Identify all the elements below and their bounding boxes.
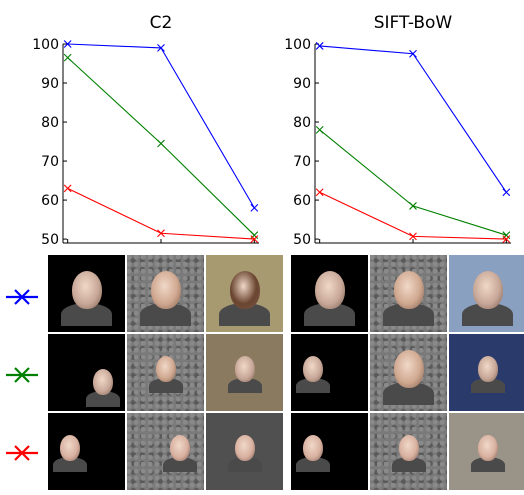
series-line-red — [67, 187, 255, 240]
chart-title: SIFT-BoW — [374, 13, 453, 33]
y-tick-label: 100 — [32, 37, 59, 53]
face-image — [370, 413, 447, 490]
data-point-green — [502, 231, 511, 240]
data-point-green — [250, 231, 259, 240]
legend-marker-red — [6, 445, 38, 461]
y-tick-label: 80 — [41, 115, 59, 131]
y-tick-label: 90 — [293, 76, 311, 92]
data-point-blue — [409, 49, 417, 58]
face-image — [449, 255, 524, 332]
chart-c2: C2 50 60 70 80 90 100 — [32, 13, 259, 248]
series-line-green — [67, 57, 255, 236]
series-line-red — [319, 191, 507, 240]
face-image — [449, 413, 524, 490]
face-image — [291, 334, 368, 411]
data-point-green — [157, 139, 165, 148]
data-point-green — [315, 125, 324, 134]
series-line-green — [319, 129, 507, 236]
y-tick-label: 50 — [293, 232, 311, 248]
data-point-red — [250, 235, 259, 243]
face-image — [370, 334, 447, 411]
chart-title: C2 — [150, 13, 173, 33]
face-image — [206, 334, 283, 411]
data-point-blue — [315, 42, 324, 50]
legend — [6, 289, 38, 461]
y-tick-label: 60 — [41, 193, 59, 209]
y-tick-label: 80 — [293, 115, 311, 131]
face-image — [127, 413, 204, 490]
charts-svg: C2 50 60 70 80 90 100 SIFT-BoW 50 60 70 80 90 100 — [32, 13, 511, 248]
data-point-blue — [157, 44, 165, 52]
y-tick-label: 100 — [284, 37, 311, 53]
chart-sift-bow: SIFT-BoW 50 60 70 80 90 100 — [284, 13, 511, 248]
face-image — [370, 255, 447, 332]
series-line-blue — [67, 43, 255, 209]
face-image — [206, 413, 283, 490]
data-point-red — [315, 188, 324, 197]
face-image — [291, 413, 368, 490]
series-line-blue — [319, 45, 507, 193]
face-image — [48, 255, 125, 332]
data-point-red — [409, 232, 417, 241]
face-image — [127, 255, 204, 332]
legend-marker-green — [6, 367, 38, 383]
face-image — [48, 413, 125, 490]
face-image — [291, 255, 368, 332]
face-image — [48, 334, 125, 411]
data-point-red — [157, 229, 165, 238]
y-tick-label: 60 — [293, 193, 311, 209]
data-point-green — [409, 202, 417, 210]
data-point-blue — [250, 203, 259, 212]
data-point-blue — [63, 40, 72, 48]
face-image — [206, 255, 283, 332]
y-tick-label: 90 — [41, 76, 59, 92]
face-image — [449, 334, 524, 411]
data-point-red — [63, 184, 72, 193]
face-image — [127, 334, 204, 411]
data-point-green — [63, 53, 72, 62]
legend-marker-blue — [6, 289, 38, 305]
y-tick-label: 50 — [41, 232, 59, 248]
data-point-blue — [502, 188, 511, 197]
data-point-red — [502, 235, 511, 243]
y-tick-label: 70 — [293, 154, 311, 170]
y-tick-label: 70 — [41, 154, 59, 170]
